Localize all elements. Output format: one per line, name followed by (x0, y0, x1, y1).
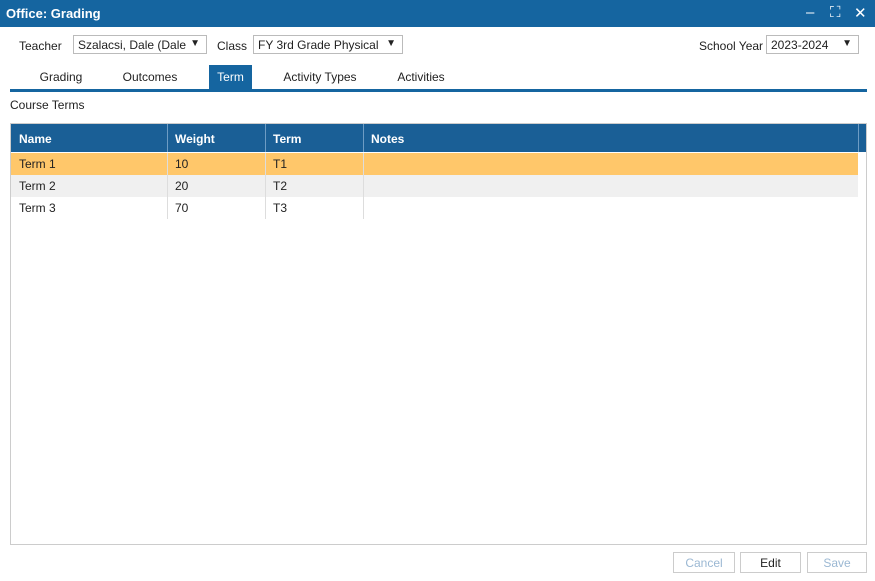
cell: T3 (273, 201, 288, 215)
title-bar: Office: Grading – ⛶ ✕ (0, 0, 875, 27)
school-year-value: 2023-2024 (771, 38, 829, 52)
cell: 20 (175, 179, 189, 193)
column-header: Term (273, 132, 302, 146)
cell: 70 (175, 201, 189, 215)
cell: Term 2 (19, 179, 56, 193)
column-divider (265, 153, 266, 219)
window-title: Office: Grading (6, 6, 101, 21)
minimize[interactable]: – (806, 4, 815, 21)
column-header: Notes (371, 132, 405, 146)
tab[interactable]: Activities (397, 70, 445, 84)
tab[interactable]: Grading (39, 70, 83, 84)
column-header: Weight (175, 132, 215, 146)
school-year-label: School Year (699, 39, 764, 53)
grid-header (11, 124, 866, 152)
section-title: Course Terms (10, 98, 85, 112)
button[interactable]: Save (807, 552, 867, 573)
grid-row[interactable] (11, 153, 858, 175)
teacher-select[interactable]: Szalacsi, Dale (Dale ▼ (73, 35, 207, 54)
header-divider (363, 124, 364, 152)
header-divider (858, 124, 859, 152)
class-value: FY 3rd Grade Physical (258, 38, 379, 52)
grid-row[interactable] (11, 197, 858, 219)
button[interactable]: Cancel (673, 552, 735, 573)
grid-row[interactable] (11, 175, 858, 197)
cell: T1 (273, 157, 288, 171)
class-label: Class (217, 39, 248, 53)
cell: T2 (273, 179, 288, 193)
header-divider (265, 124, 266, 152)
tab[interactable]: Term (209, 65, 252, 89)
column-divider (167, 153, 168, 219)
tab[interactable]: Activity Types (283, 70, 357, 84)
button[interactable]: Edit (740, 552, 801, 573)
cell: Term 1 (19, 157, 56, 171)
column-divider (363, 153, 364, 219)
column-header: Name (19, 132, 52, 146)
teacher-value: Szalacsi, Dale (Dale (78, 38, 187, 52)
close[interactable]: ✕ (854, 5, 867, 22)
tab[interactable]: Outcomes (122, 70, 178, 84)
cell: Term 3 (19, 201, 56, 215)
cell: 10 (175, 157, 189, 171)
maximize[interactable]: ⛶ (830, 4, 841, 21)
tab-underline (10, 89, 867, 92)
header-divider (167, 124, 168, 152)
school-year-select[interactable]: 2023-2024 ▼ (766, 35, 859, 54)
class-select[interactable]: FY 3rd Grade Physical ▼ (253, 35, 403, 54)
grid (10, 123, 867, 545)
teacher-label: Teacher (19, 39, 62, 53)
